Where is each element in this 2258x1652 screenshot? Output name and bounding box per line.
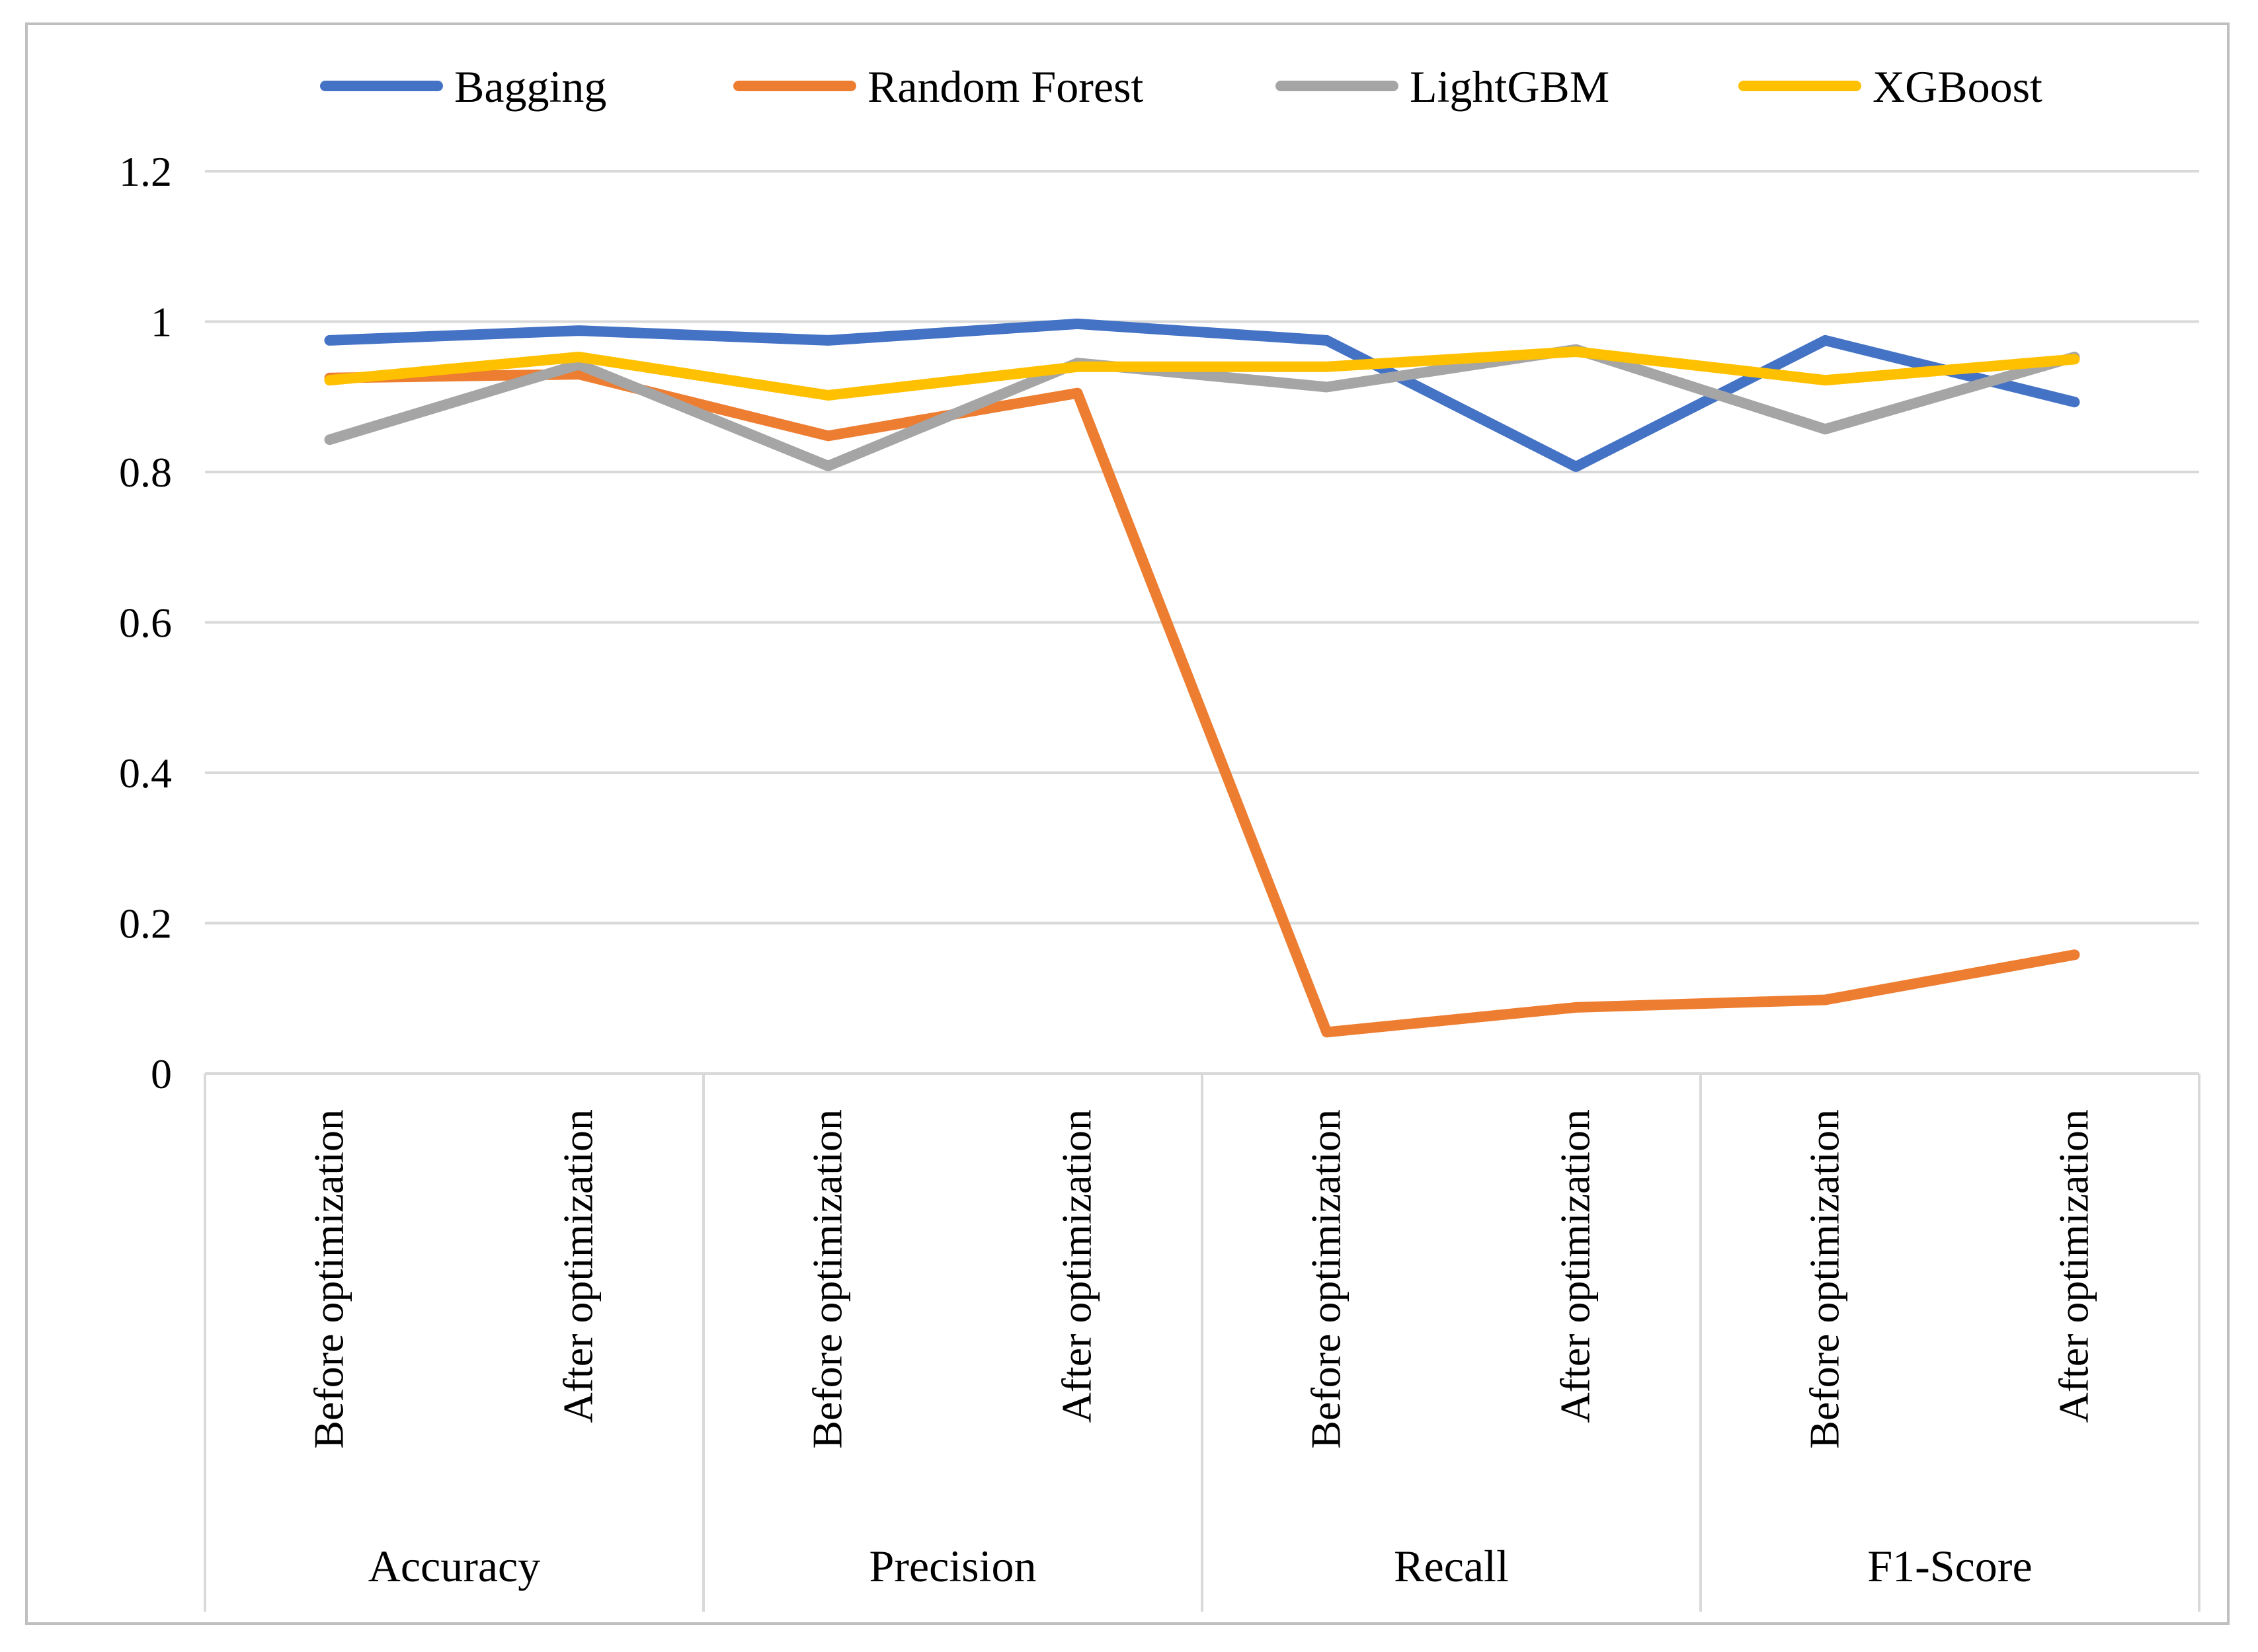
x-axis-group-labels: Accuracy Precision Recall F1-Score [368,1541,2033,1591]
gridlines [205,170,2199,925]
x-group-label: Accuracy [368,1541,540,1591]
y-tick-label: 0.8 [119,449,172,496]
series-lines [324,318,2080,1038]
series-line-xgboost [324,346,2080,401]
x-group-label: Recall [1394,1541,1509,1591]
x-category-label: Before optimization [1303,1109,1350,1449]
x-group-label: F1-Score [1867,1541,2032,1591]
y-tick-label: 0.2 [119,900,172,947]
series-line-lightgbm [324,344,2080,471]
x-axis-category-labels: Before optimization After optimization Bef… [305,1109,2097,1449]
y-tick-label: 0.4 [119,750,172,797]
legend-label: LightGBM [1410,61,1609,112]
legend: Bagging Random Forest LightGBM XGBoost [320,61,2042,112]
x-group-label: Precision [869,1541,1036,1591]
x-category-label: After optimization [1053,1109,1100,1423]
x-category-label: After optimization [2050,1109,2097,1423]
y-tick-label: 1.2 [119,148,172,195]
legend-label: XGBoost [1873,61,2042,112]
legend-label: Random Forest [867,61,1144,112]
x-category-label: Before optimization [1801,1109,1848,1449]
y-axis-tick-labels: 0 0.2 0.4 0.6 0.8 1 1.2 [119,148,172,1097]
x-category-label: After optimization [1552,1109,1599,1423]
x-axis [204,1072,2200,1612]
line-chart: 0 0.2 0.4 0.6 0.8 1 1.2 Before optimization Aft… [119,61,2200,1612]
y-tick-label: 1 [151,299,172,346]
y-tick-label: 0.6 [119,600,172,647]
legend-label: Bagging [454,61,606,112]
chart-frame: 0 0.2 0.4 0.6 0.8 1 1.2 Before optimization Aft… [25,22,2230,1625]
series-line-bagging [324,318,2080,472]
x-category-label: After optimization [555,1109,602,1423]
x-category-label: Before optimization [305,1109,352,1449]
y-tick-label: 0 [151,1050,172,1097]
x-category-label: Before optimization [804,1109,851,1449]
